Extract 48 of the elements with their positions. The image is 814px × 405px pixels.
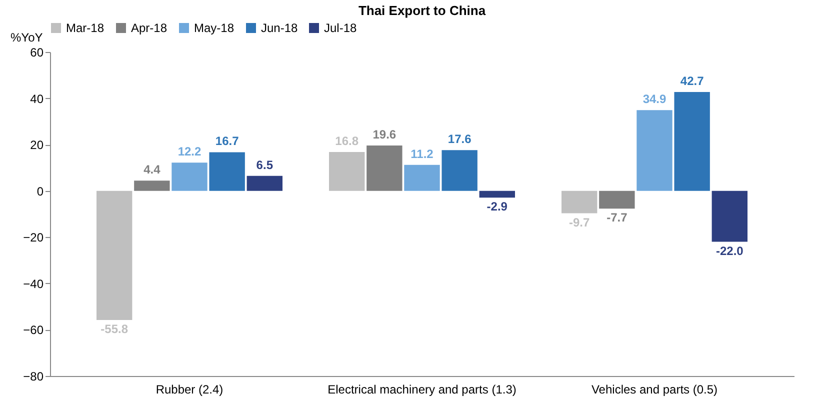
bar xyxy=(246,176,282,191)
bar xyxy=(712,190,748,242)
data-label: -22.0 xyxy=(716,244,744,258)
y-tick-label: 20 xyxy=(30,138,44,152)
bar xyxy=(479,190,515,198)
y-tick-label: −20 xyxy=(23,230,44,245)
data-label: 19.6 xyxy=(372,127,396,142)
bar xyxy=(599,190,635,209)
data-label: 16.7 xyxy=(215,134,240,148)
y-tick-label: −40 xyxy=(23,276,44,291)
bar xyxy=(134,180,170,191)
x-tick-label: Rubber (2.4) xyxy=(156,382,224,396)
bar xyxy=(172,162,208,191)
data-label: -55.8 xyxy=(100,322,128,336)
bar xyxy=(674,92,710,191)
bar xyxy=(209,152,245,191)
x-tick-label: Vehicles and parts (0.5) xyxy=(591,382,718,396)
data-label: -2.9 xyxy=(486,200,508,214)
legend-label: Apr-18 xyxy=(131,21,168,35)
y-axis-title: %YoY xyxy=(10,30,43,44)
y-tick-label: 0 xyxy=(36,184,44,198)
data-label: 11.2 xyxy=(410,146,434,161)
bar xyxy=(329,152,365,191)
x-tick-label: Electrical machinery and parts (1.3) xyxy=(328,382,516,396)
bar xyxy=(636,110,672,191)
data-label: 4.4 xyxy=(144,162,161,177)
y-tick-label: −60 xyxy=(23,323,44,338)
data-label: -7.7 xyxy=(606,210,628,225)
bar xyxy=(562,190,598,214)
bar xyxy=(366,145,402,191)
bar xyxy=(404,164,440,191)
data-label: -9.7 xyxy=(569,215,590,230)
data-label: 34.9 xyxy=(642,92,666,106)
data-label: 17.6 xyxy=(448,132,472,146)
bar xyxy=(442,150,478,191)
y-tick-label: 40 xyxy=(30,92,44,106)
chart-title: Thai Export to China xyxy=(358,3,486,18)
bar xyxy=(96,190,132,320)
legend-label: Jun-18 xyxy=(261,21,298,35)
legend-label: Jul-18 xyxy=(324,21,358,35)
legend-label: May-18 xyxy=(194,21,234,35)
data-label: 12.2 xyxy=(178,144,202,159)
data-label: 6.5 xyxy=(256,158,274,172)
y-tick-label: 60 xyxy=(30,46,44,60)
y-tick-label: −80 xyxy=(23,370,44,384)
data-label: 42.7 xyxy=(680,74,704,88)
data-label: 16.8 xyxy=(335,134,359,148)
legend-label: Mar-18 xyxy=(66,21,104,35)
